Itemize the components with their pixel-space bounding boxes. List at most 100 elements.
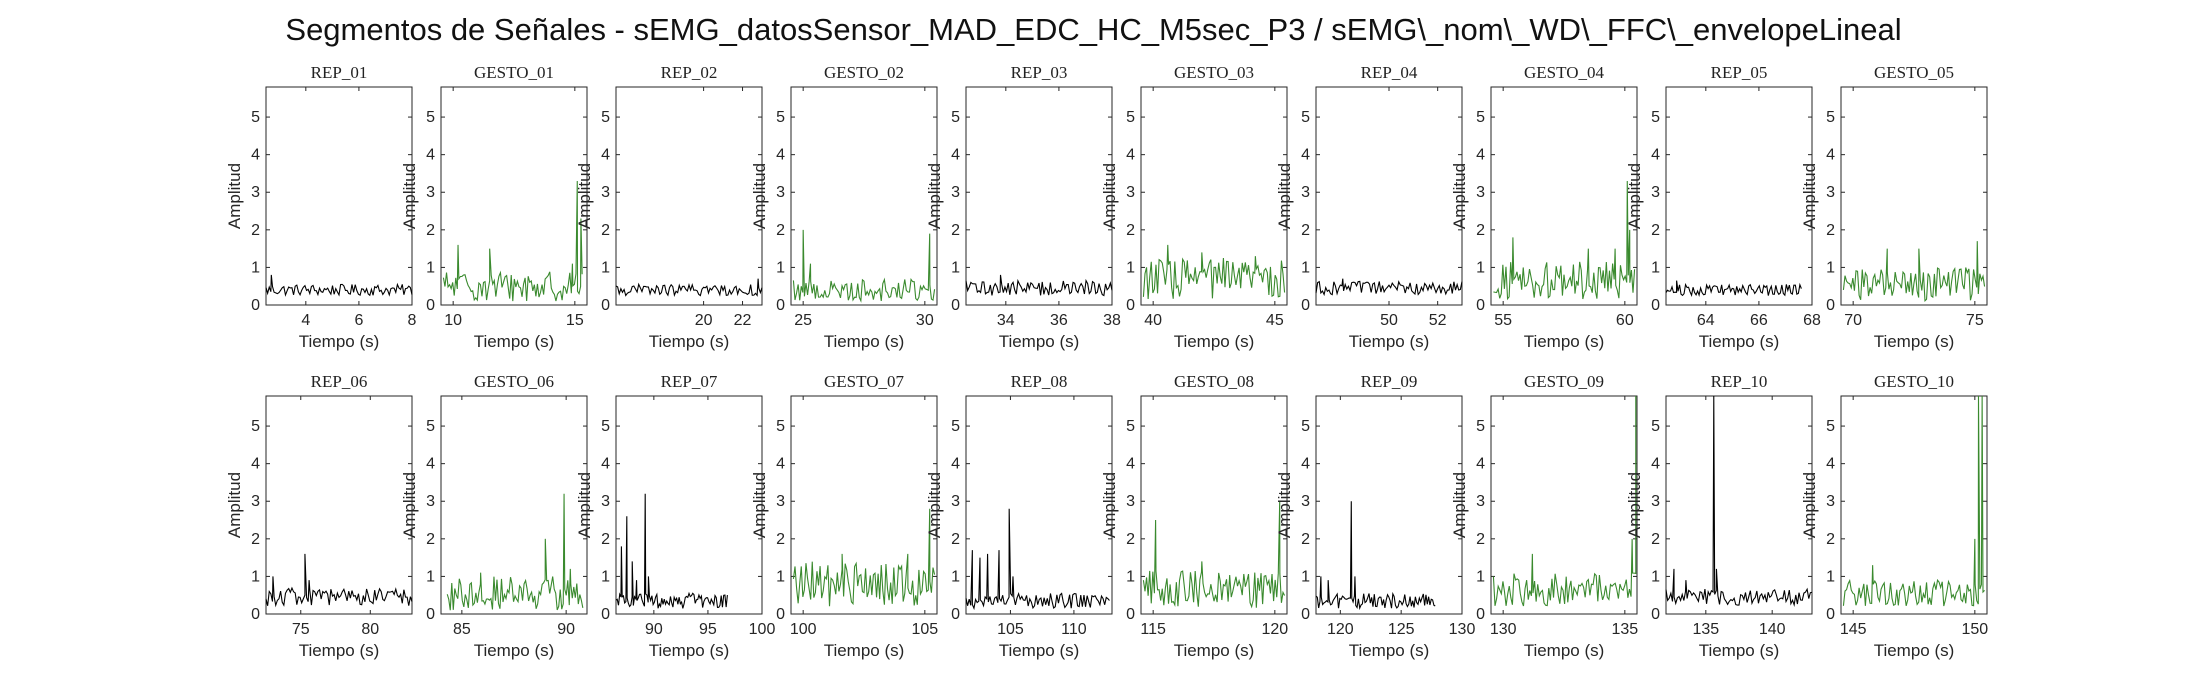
y-tick-label: 4 — [426, 147, 435, 164]
x-axis-label: Tiempo (s) — [299, 332, 380, 351]
x-tick-label: 34 — [997, 312, 1015, 329]
y-tick-label: 3 — [601, 184, 610, 201]
axes-box — [965, 86, 1113, 306]
y-tick-label: 3 — [1826, 493, 1835, 510]
x-tick-label: 25 — [794, 312, 812, 329]
x-tick-label: 125 — [1388, 621, 1415, 638]
y-tick-label: 1 — [1301, 568, 1310, 585]
y-tick-label: 5 — [426, 418, 435, 435]
y-tick-label: 5 — [1126, 418, 1135, 435]
rep-signal-line — [265, 274, 413, 297]
y-tick-label: 2 — [951, 222, 960, 239]
y-tick-label: 1 — [251, 259, 260, 276]
y-tick-label: 2 — [776, 222, 785, 239]
subplot-rep-04: REP_04 0 1 2 3 4 5 50 52 Tiempo (s) Amplitud — [1275, 63, 1463, 351]
y-tick-label: 0 — [1476, 606, 1485, 623]
y-tick-label: 3 — [776, 493, 785, 510]
y-tick-label: 1 — [601, 568, 610, 585]
gesto-signal-line — [1842, 241, 1986, 302]
subplot-title: REP_05 — [1711, 63, 1768, 82]
x-axis-label: Tiempo (s) — [1524, 332, 1605, 351]
y-tick-label: 3 — [426, 184, 435, 201]
y-tick-label: 4 — [1476, 456, 1485, 473]
y-tick-label: 4 — [1301, 147, 1310, 164]
gesto-signal-line — [1493, 180, 1636, 301]
gesto-signal-line — [1492, 396, 1637, 607]
x-tick-label: 90 — [557, 621, 575, 638]
y-axis-label: Amplitud — [575, 163, 594, 229]
y-tick-label: 5 — [1826, 418, 1835, 435]
y-tick-label: 5 — [776, 418, 785, 435]
y-tick-label: 5 — [951, 109, 960, 126]
y-axis-label: Amplitud — [1100, 472, 1119, 538]
subplot-gesto-02: GESTO_02 0 1 2 3 4 5 25 30 Tiempo (s) Amplitud — [750, 63, 938, 351]
gesto-signal-line — [792, 508, 936, 607]
x-tick-label: 110 — [1061, 621, 1087, 638]
y-tick-label: 1 — [1301, 259, 1310, 276]
subplot-gesto-07: GESTO_07 0 1 2 3 4 5 100 105 Tiempo (s) Amplitud — [750, 372, 938, 660]
y-tick-label: 4 — [951, 456, 960, 473]
x-tick-label: 20 — [695, 312, 713, 329]
y-tick-label: 4 — [1301, 456, 1310, 473]
subplot-title: REP_09 — [1361, 372, 1418, 391]
y-tick-label: 2 — [251, 531, 260, 548]
rep-signal-line — [1665, 395, 1813, 607]
y-tick-label: 0 — [951, 297, 960, 314]
x-axis-label: Tiempo (s) — [1349, 332, 1430, 351]
y-tick-label: 4 — [601, 456, 610, 473]
x-tick-label: 75 — [292, 621, 310, 638]
x-axis-label: Tiempo (s) — [474, 332, 555, 351]
y-axis-label: Amplitud — [225, 163, 244, 229]
y-tick-label: 4 — [251, 147, 260, 164]
x-axis-label: Tiempo (s) — [824, 641, 905, 660]
x-tick-label: 150 — [1961, 621, 1988, 638]
y-tick-label: 0 — [426, 297, 435, 314]
y-tick-label: 5 — [1476, 418, 1485, 435]
y-axis-label: Amplitud — [925, 163, 944, 229]
subplot-title: GESTO_10 — [1874, 372, 1954, 391]
y-tick-label: 5 — [426, 109, 435, 126]
x-tick-label: 105 — [911, 621, 938, 638]
y-tick-label: 1 — [426, 259, 435, 276]
subplot-title: REP_08 — [1011, 372, 1068, 391]
y-tick-label: 0 — [1826, 297, 1835, 314]
x-axis-label: Tiempo (s) — [1699, 641, 1780, 660]
y-tick-label: 4 — [1651, 147, 1660, 164]
y-tick-label: 5 — [1301, 109, 1310, 126]
y-tick-label: 3 — [251, 184, 260, 201]
y-tick-label: 2 — [426, 222, 435, 239]
x-tick-label: 64 — [1697, 312, 1715, 329]
y-axis-label: Amplitud — [1800, 472, 1819, 538]
y-tick-label: 4 — [951, 147, 960, 164]
subplot-title: GESTO_04 — [1524, 63, 1604, 82]
x-tick-label: 55 — [1494, 312, 1512, 329]
gesto-signal-line — [792, 229, 936, 303]
x-tick-label: 130 — [1449, 621, 1476, 638]
subplot-title: GESTO_02 — [824, 63, 904, 82]
y-axis-label: Amplitud — [400, 472, 419, 538]
y-tick-label: 2 — [1301, 222, 1310, 239]
y-tick-label: 4 — [1651, 456, 1660, 473]
x-tick-label: 40 — [1144, 312, 1162, 329]
y-tick-label: 4 — [251, 456, 260, 473]
gesto-signal-line — [1142, 244, 1286, 300]
subplot-rep-09: REP_09 0 1 2 3 4 5 120 125 130 Tiempo (s) Amplitud — [1275, 372, 1475, 660]
subplot-title: GESTO_05 — [1874, 63, 1954, 82]
subplot-rep-01: REP_01 0 1 2 3 4 5 4 6 8 Tiempo (s) Amplitud — [225, 63, 417, 351]
y-axis-label: Amplitud — [1625, 472, 1644, 538]
y-tick-label: 3 — [951, 493, 960, 510]
x-tick-label: 66 — [1750, 312, 1768, 329]
axes-box — [615, 86, 763, 306]
y-tick-label: 2 — [1476, 222, 1485, 239]
axes-box — [1840, 86, 1988, 306]
y-tick-label: 1 — [1476, 568, 1485, 585]
x-tick-label: 8 — [408, 312, 417, 329]
y-tick-label: 1 — [776, 259, 785, 276]
y-axis-label: Amplitud — [925, 472, 944, 538]
y-tick-label: 5 — [776, 109, 785, 126]
axes-box — [1490, 395, 1638, 615]
y-tick-label: 4 — [1476, 147, 1485, 164]
y-tick-label: 0 — [776, 297, 785, 314]
x-tick-label: 22 — [734, 312, 752, 329]
